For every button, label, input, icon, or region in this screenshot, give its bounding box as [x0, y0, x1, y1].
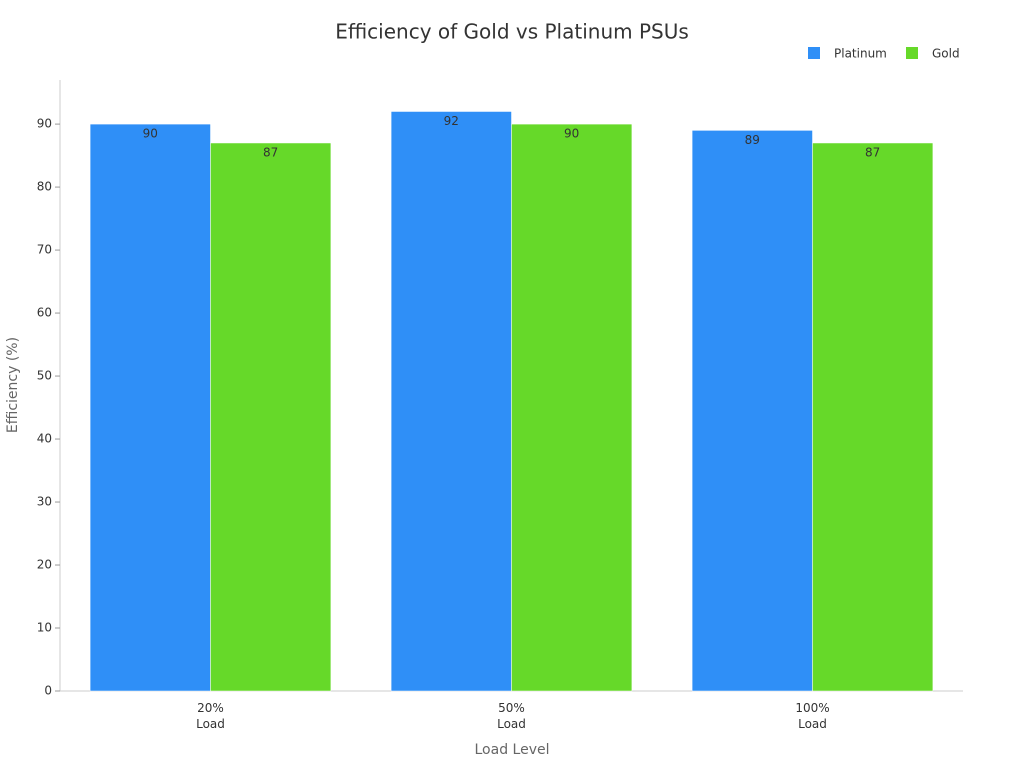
y-tick-label: 20: [37, 558, 52, 572]
legend-label: Platinum: [834, 47, 887, 61]
y-tick-label: 90: [37, 117, 52, 131]
chart-title: Efficiency of Gold vs Platinum PSUs: [335, 20, 689, 44]
legend-swatch: [808, 47, 820, 59]
y-tick-label: 10: [37, 621, 52, 635]
y-tick-label: 60: [37, 306, 52, 320]
bar: [812, 142, 934, 692]
y-tick-label: 70: [37, 243, 52, 257]
data-label: 89: [745, 133, 760, 147]
legend-label: Gold: [932, 47, 960, 61]
data-label: 90: [143, 127, 158, 141]
x-tick-label: 100% Load: [795, 701, 829, 731]
bar: [511, 123, 633, 692]
y-axis-title: Efficiency (%): [5, 337, 21, 433]
data-label: 87: [865, 145, 880, 159]
x-tick-label: 50% Load: [497, 701, 526, 731]
y-tick-label: 40: [37, 432, 52, 446]
y-tick-label: 0: [44, 684, 52, 698]
bar: [691, 130, 813, 692]
y-tick-label: 30: [37, 495, 52, 509]
x-tick-label: 20% Load: [196, 701, 225, 731]
data-label: 90: [564, 127, 579, 141]
data-label: 92: [444, 114, 459, 128]
bar: [210, 142, 332, 692]
x-axis-title: Load Level: [475, 742, 550, 758]
legend-swatch: [906, 47, 918, 59]
y-tick-label: 80: [37, 180, 52, 194]
bar: [89, 123, 211, 692]
data-label: 87: [263, 145, 278, 159]
bar: [390, 111, 512, 692]
y-tick-label: 50: [37, 369, 52, 383]
